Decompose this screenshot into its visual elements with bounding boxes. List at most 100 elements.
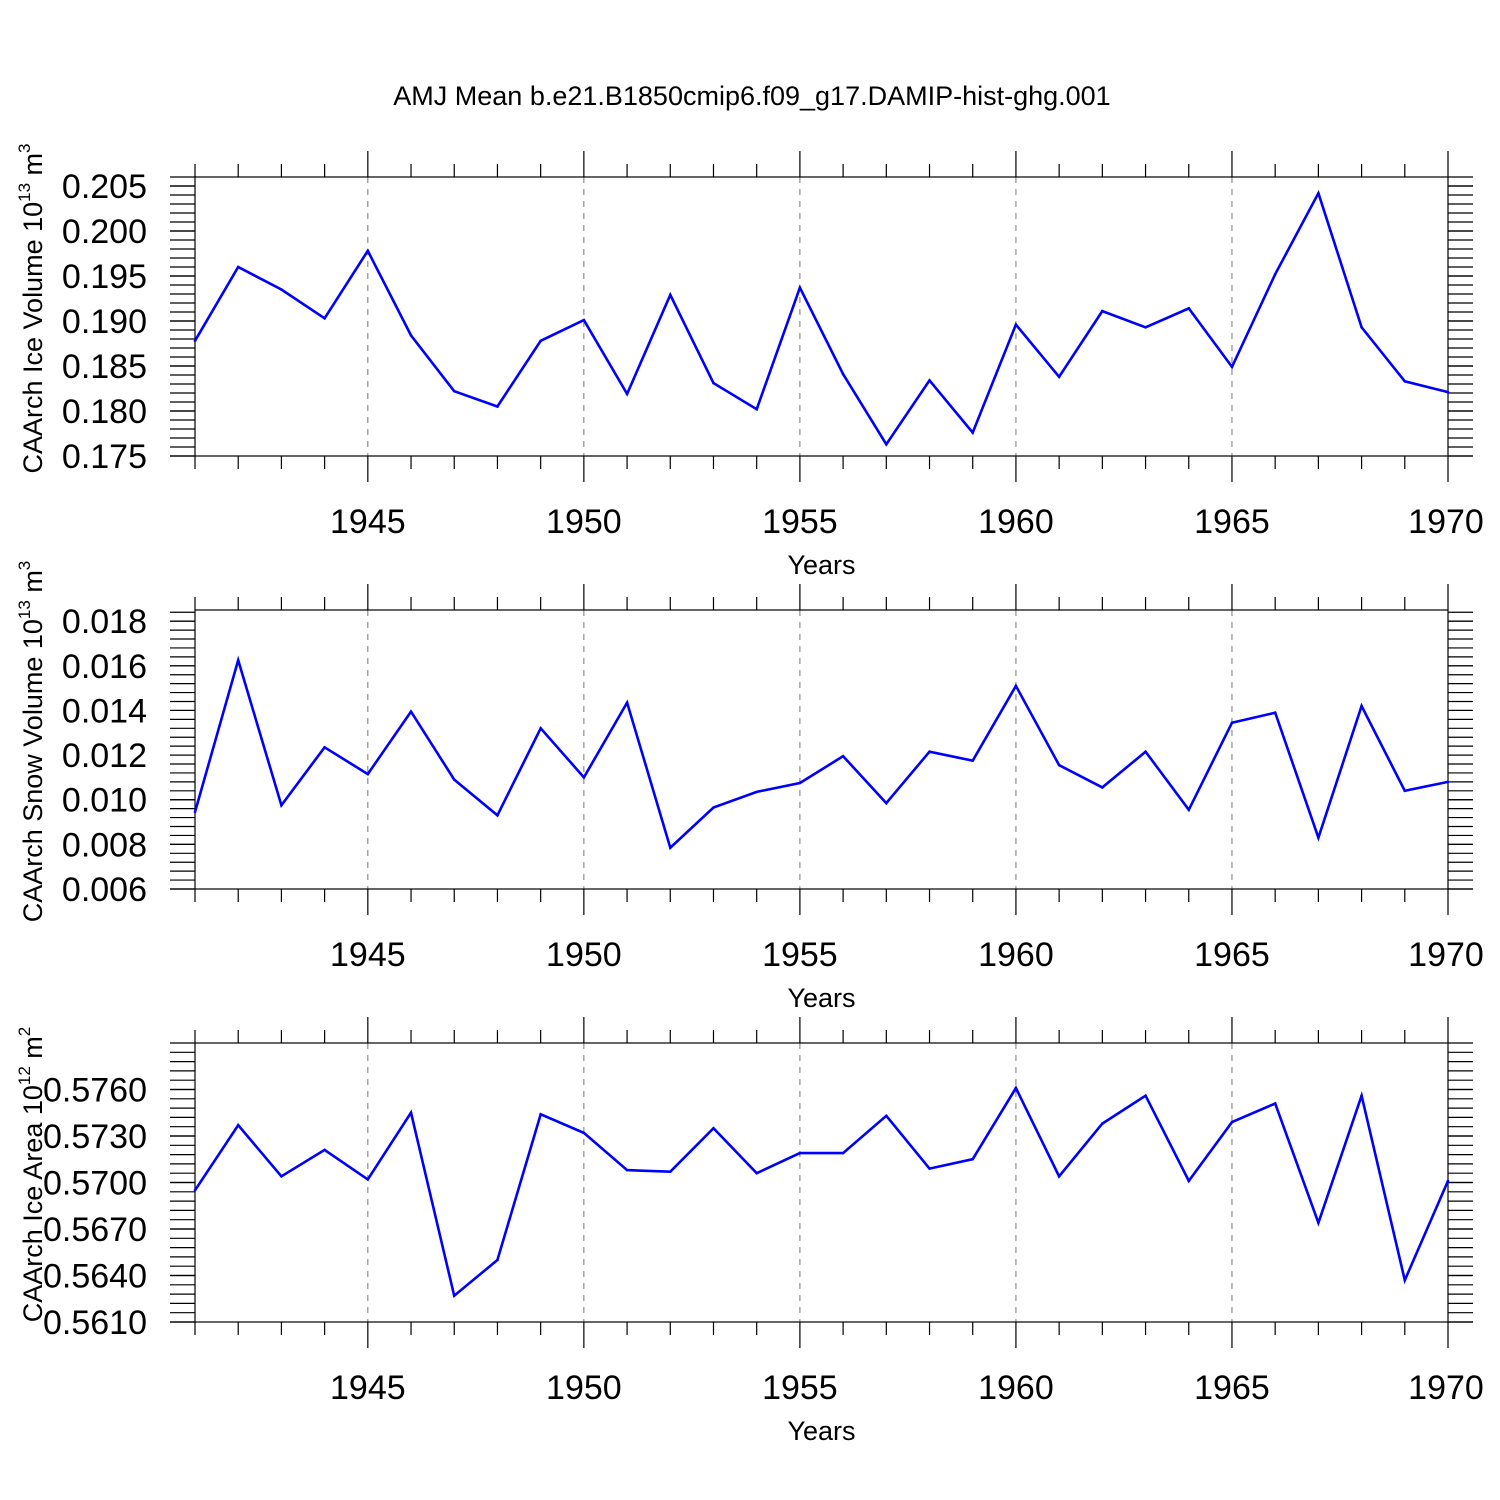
- data-point: [323, 317, 326, 320]
- data-point: [885, 443, 888, 446]
- x-tick-label: 1970: [1408, 503, 1484, 541]
- data-point: [625, 392, 629, 396]
- y-tick-label: 0.014: [62, 692, 147, 730]
- data-point: [452, 1294, 456, 1297]
- data-point: [1403, 1278, 1407, 1282]
- y-tick-label: 0.5670: [43, 1211, 147, 1249]
- data-point: [193, 1188, 197, 1192]
- y-tick-label: 0.5610: [43, 1304, 147, 1342]
- x-tick-label: 1960: [978, 936, 1054, 974]
- y-tick-label: 0.200: [62, 213, 147, 251]
- x-tick-label: 1950: [546, 1369, 622, 1407]
- data-point: [280, 1175, 283, 1178]
- data-point: [971, 431, 975, 434]
- data-point: [712, 806, 715, 809]
- data-point: [1446, 1179, 1450, 1183]
- y-tick-label: 0.5760: [43, 1072, 147, 1110]
- data-point: [496, 405, 499, 408]
- y-axis-label-unit-exponent: 2: [15, 1027, 34, 1036]
- data-point: [452, 389, 456, 393]
- data-point: [1101, 1122, 1104, 1125]
- data-point: [366, 249, 370, 253]
- data-point: [841, 1151, 845, 1155]
- data-point: [885, 801, 888, 805]
- data-point: [1446, 390, 1450, 394]
- x-tick-label: 1945: [330, 936, 406, 974]
- data-point: [582, 1131, 586, 1135]
- data-point: [885, 1114, 888, 1118]
- y-axis-label-unit-exponent: 3: [15, 143, 34, 152]
- x-tick-label: 1955: [762, 1369, 838, 1407]
- plot-frame: [194, 176, 1449, 457]
- data-point: [928, 750, 931, 754]
- data-point: [1273, 711, 1277, 714]
- data-point: [1230, 1120, 1234, 1124]
- data-point: [1403, 789, 1407, 793]
- y-tick-label: 0.5640: [43, 1258, 147, 1296]
- data-point: [1360, 326, 1363, 329]
- data-point: [323, 745, 326, 749]
- data-point: [1057, 1175, 1061, 1178]
- data-point: [1144, 326, 1147, 329]
- x-tick-label: 1965: [1194, 936, 1270, 974]
- y-tick-label: 0.175: [62, 438, 147, 476]
- data-point: [971, 759, 975, 762]
- data-point: [798, 781, 802, 785]
- data-point: [409, 710, 413, 713]
- panel-snow-volume: 0.006 0.008 0.010 0.012 0.014 0.016 0.018 1945 1…: [15, 561, 1484, 1013]
- data-point: [1230, 721, 1234, 725]
- data-point: [409, 1111, 413, 1115]
- data-point: [841, 754, 845, 758]
- x-tick-label: 1945: [330, 1369, 406, 1407]
- data-point: [625, 1168, 629, 1172]
- data-point: [1014, 1086, 1018, 1090]
- y-tick-label: 0.012: [62, 737, 147, 775]
- data-point: [755, 790, 758, 794]
- data-point: [1230, 365, 1234, 369]
- x-tick-label: 1960: [978, 1369, 1054, 1407]
- y-axis-label-exponent: 13: [15, 600, 34, 619]
- y-axis-label-unit: m: [18, 1036, 48, 1066]
- data-point: [366, 772, 370, 776]
- series-line-snow-volume: [193, 655, 1449, 851]
- x-tick-label: 1965: [1194, 503, 1270, 541]
- data-point: [1014, 323, 1018, 326]
- data-point: [236, 265, 240, 269]
- data-point: [236, 658, 240, 662]
- y-axis-label-exponent: 12: [15, 1066, 34, 1085]
- data-point: [971, 1157, 975, 1161]
- data-point: [1317, 191, 1320, 195]
- y-tick-label: 0.010: [62, 782, 147, 820]
- series-line-ice-volume: [193, 189, 1449, 447]
- y-axis-label-unit: m: [18, 570, 48, 600]
- data-point: [928, 1167, 931, 1170]
- y-tick-label: 0.190: [62, 303, 147, 341]
- x-tick-label: 1955: [762, 503, 838, 541]
- data-point: [668, 293, 672, 297]
- y-axis-label-unit-exponent: 3: [15, 561, 34, 570]
- data-point: [1360, 1094, 1363, 1097]
- data-point: [1403, 380, 1407, 383]
- data-point: [1101, 786, 1104, 789]
- x-tick-label: 1950: [546, 503, 622, 541]
- data-point: [1187, 307, 1191, 310]
- data-point: [1057, 375, 1061, 379]
- panel-ice-area: 0.5610 0.5640 0.5670 0.5700 0.5730 0.5760 1945…: [15, 1017, 1484, 1446]
- x-tick-label: 1950: [546, 936, 622, 974]
- data-point: [1144, 1094, 1147, 1097]
- x-axis-label: Years: [787, 550, 855, 580]
- data-point: [582, 776, 586, 779]
- y-tick-label: 0.018: [62, 603, 147, 641]
- data-point: [452, 778, 456, 781]
- data-point: [1057, 763, 1061, 767]
- data-point: [712, 1126, 715, 1130]
- y-tick-label: 0.185: [62, 348, 147, 386]
- data-point: [668, 1170, 672, 1173]
- y-axis-label-main: CAArch Snow Volume 10: [18, 619, 48, 922]
- data-point: [712, 381, 715, 385]
- data-point: [798, 286, 802, 290]
- panel-ice-volume: 0.175 0.180 0.185 0.190 0.195 0.200 0.205 1945 1…: [15, 143, 1484, 580]
- data-point: [193, 339, 197, 343]
- y-axis-label: CAArch Ice Volume 1013 m3: [15, 143, 48, 473]
